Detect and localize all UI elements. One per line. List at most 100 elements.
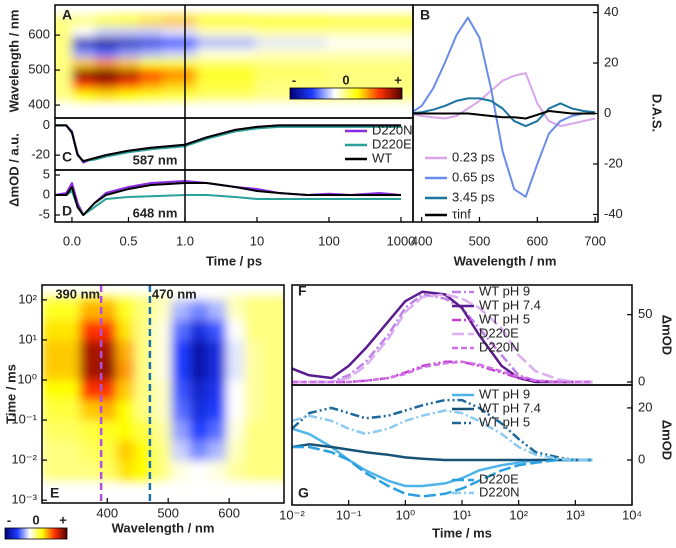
plot-area [292, 398, 593, 498]
heatmap-cell [171, 359, 191, 381]
heatmap-cell [152, 400, 172, 421]
heatmap-cell [42, 420, 81, 441]
y-axis-label: Time / ms [3, 364, 18, 424]
heatmap-cell [207, 379, 227, 401]
heatmap-cell [94, 15, 118, 26]
heatmap-cell [117, 68, 141, 80]
heatmap-cell [226, 379, 245, 401]
heatmap-cell [189, 440, 209, 461]
heatmap-cell [79, 359, 99, 381]
heatmap-cell [207, 420, 227, 441]
frame [291, 384, 633, 506]
y-tick-label: 10² [18, 291, 37, 306]
x-tick-label: 400 [411, 233, 433, 248]
heatmap-cell [98, 420, 117, 441]
heatmap-cell [139, 36, 163, 48]
x-tick-label: 1.0 [176, 233, 194, 248]
legend-label: 0.65 ps [452, 169, 495, 184]
heatmap-cell [152, 339, 172, 361]
heatmap-cell [139, 89, 163, 101]
heatmap-cell [98, 295, 117, 301]
heatmap-cell [55, 15, 73, 26]
heatmap-cell [171, 440, 191, 461]
heatmap-cell [189, 295, 209, 301]
x-tick-label: 600 [526, 233, 548, 248]
heatmap-cell [262, 400, 284, 421]
legend-label: D220N [479, 484, 519, 499]
heatmap-cell [382, 68, 413, 80]
heatmap-cell [55, 78, 73, 90]
heatmap-cell [117, 89, 141, 101]
series-line [292, 360, 593, 384]
heatmap-cell [171, 319, 191, 341]
heatmap-cell [71, 26, 96, 38]
heatmap-cell [189, 460, 209, 481]
series-line [292, 290, 593, 384]
heatmap-cell [162, 89, 198, 101]
heatmap-cell [55, 57, 73, 69]
heatmap-cell [189, 420, 209, 441]
heatmap-cell [139, 47, 163, 59]
heatmap-cell [255, 36, 328, 48]
heatmap-cell [152, 460, 172, 481]
heatmap-cell [226, 440, 245, 461]
heatmap-cell [262, 319, 284, 341]
heatmap-cell [71, 36, 96, 48]
legend-label: WT pH 7.4 [479, 297, 541, 312]
y-axis-label: ΔmOD / a.u. [6, 133, 21, 207]
plot-area [55, 180, 402, 216]
y-tick-label: 0 [638, 373, 645, 388]
colorbar-label: + [59, 512, 67, 527]
x-tick-label: 10³ [566, 507, 585, 522]
colorbar-label: 0 [32, 512, 39, 527]
y-tick-label: 20 [638, 399, 652, 414]
heatmap-cell [71, 68, 96, 80]
heatmap-cell [162, 15, 198, 26]
x-axis-label: Time / ps [206, 253, 262, 268]
y-tick-label: 50 [638, 306, 652, 321]
series-line [292, 443, 593, 462]
x-tick-label: 10¹ [453, 507, 472, 522]
heatmap-cell [94, 26, 118, 38]
y-tick-label: 10⁻³ [11, 492, 37, 507]
heatmap-cell [255, 47, 328, 59]
legend-label: D220N [479, 339, 519, 354]
x-tick-label: 10⁻¹ [336, 507, 362, 522]
heatmap-cell [94, 89, 118, 101]
heatmap-cell [94, 47, 118, 59]
heatmap-cell [171, 420, 191, 441]
legend-label: D220E [479, 471, 519, 486]
heatmap-cell [42, 299, 81, 321]
x-axis-label: Wavelength / nm [112, 520, 215, 535]
y-axis-label: ΔmOD [660, 420, 675, 460]
heatmap-cell [244, 379, 264, 401]
heatmap-cell [162, 26, 198, 38]
heatmap-cell [117, 57, 141, 69]
heatmap-cell [262, 420, 284, 441]
heatmap-cell [134, 420, 154, 441]
panel-letter: B [420, 7, 430, 23]
heatmap-cell [262, 440, 284, 461]
heatmap-cell [262, 299, 284, 321]
heatmap-cell [116, 420, 136, 441]
heatmap-cell [226, 339, 245, 361]
y-tick-label: 10⁻² [11, 452, 37, 467]
heatmap-cell [117, 36, 141, 48]
heatmap-cell [116, 319, 136, 341]
frame [54, 169, 414, 223]
panel: -5 0 5 0.0 0.5 1.0 10 100 1000 Time / ps ΔmOD / a.… [6, 133, 415, 268]
heatmap-cell [255, 57, 328, 69]
heatmap-cell [207, 400, 227, 421]
y-tick-label: 0 [43, 186, 50, 201]
heatmap-cell [98, 460, 117, 481]
heatmap-cell [42, 400, 81, 421]
heatmap-cell [55, 68, 73, 80]
series-line [413, 110, 596, 120]
legend-label: D220E [372, 136, 412, 151]
heatmap-cell [79, 440, 99, 461]
y-tick-label: 20 [604, 54, 618, 69]
marker-label: 470 nm [152, 286, 197, 301]
heatmap-cell [55, 89, 73, 101]
